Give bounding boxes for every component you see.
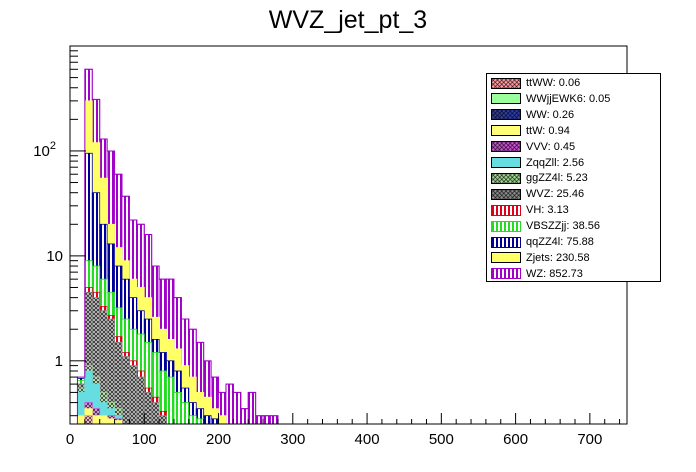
legend-entry: ggZZ4l: 5.23 <box>491 171 588 185</box>
legend-swatch <box>491 77 521 89</box>
legend-swatch <box>491 236 521 248</box>
series-ttww <box>84 415 93 425</box>
histogram-bar <box>218 415 227 425</box>
x-tick-label: 0 <box>66 431 74 448</box>
histogram-bar <box>143 392 153 425</box>
histogram-bar <box>158 415 167 425</box>
histogram-bar <box>99 415 108 425</box>
stack-outline <box>76 68 286 425</box>
legend-entry: VVV: 0.45 <box>491 140 575 154</box>
histogram-bar <box>262 415 271 425</box>
legend-swatch <box>491 172 521 184</box>
x-tick-label: 300 <box>280 431 305 448</box>
legend-swatch <box>491 93 521 105</box>
legend-label: WVZ: 25.46 <box>526 188 585 201</box>
histogram-bar <box>188 415 197 425</box>
legend-swatch <box>491 141 521 153</box>
legend-label: VVV: 0.45 <box>526 140 576 153</box>
legend: ttWW: 0.06 WWjjEWK6: 0.05 WW: 0.26 ttW: 0.9… <box>486 73 661 282</box>
legend-entry: VBSZZjj: 38.56 <box>491 219 600 233</box>
legend-label: ggZZ4l: 5.23 <box>526 172 588 185</box>
histogram-bar <box>121 356 130 425</box>
histogram-bar <box>240 408 249 425</box>
legend-label: ttWW: 0.06 <box>526 77 581 89</box>
histogram-bar <box>129 365 138 425</box>
axes: 0 100 200 300 400 500 600 700 1 10 102 <box>33 50 621 448</box>
histogram-bar <box>180 402 190 425</box>
legend-label: WZ: 852.73 <box>526 267 583 280</box>
legend-entry: ZqqZll: 2.56 <box>491 156 584 170</box>
chart-title: WVZ_jet_pt_3 <box>268 6 428 34</box>
x-tick-label: 500 <box>429 431 454 448</box>
legend-label: VH: 3.13 <box>526 204 569 217</box>
histogram-bar <box>255 415 264 425</box>
x-tick-label: 400 <box>355 431 380 448</box>
histogram-bar <box>136 376 145 425</box>
legend-label: WW: 0.26 <box>526 108 575 121</box>
histogram-bar <box>247 392 257 425</box>
legend-entry: WVZ: 25.46 <box>491 187 584 201</box>
x-tick-label: 700 <box>577 431 602 448</box>
histogram-bar <box>106 418 115 425</box>
legend-entry: WZ: 852.73 <box>491 267 583 281</box>
legend-entry: WW: 0.26 <box>491 108 574 122</box>
legend-entry: ttW: 0.94 <box>491 124 570 138</box>
x-tick-label: 100 <box>132 431 157 448</box>
legend-label: Zjets: 230.58 <box>526 251 590 264</box>
legend-entry: WWjjEWK6: 0.05 <box>491 92 610 106</box>
legend-swatch <box>491 157 521 168</box>
legend-swatch <box>491 125 521 137</box>
histogram-bar <box>84 415 93 425</box>
histogram-bar <box>114 420 123 425</box>
legend-label: ttW: 0.94 <box>526 124 570 137</box>
legend-label: ZqqZll: 2.56 <box>526 156 585 169</box>
histogram-bars <box>76 68 286 425</box>
legend-swatch <box>491 188 521 200</box>
histogram-bar <box>173 392 182 425</box>
legend-entry: ttWW: 0.06 <box>491 76 580 90</box>
legend-entry: VH: 3.13 <box>491 203 569 217</box>
histogram-bar <box>225 383 234 425</box>
histogram-bar <box>210 418 219 425</box>
legend-label: qqZZ4l: 75.88 <box>526 236 594 248</box>
y-tick-exponent: 2 <box>50 140 56 152</box>
legend-label: VBSZZjj: 38.56 <box>526 220 600 233</box>
histogram-bar <box>270 415 279 425</box>
legend-swatch <box>491 252 521 264</box>
x-tick-label: 200 <box>206 431 231 448</box>
legend-entry: qqZZ4l: 75.88 <box>491 235 594 249</box>
histogram-bar <box>77 415 86 425</box>
legend-swatch <box>491 220 521 232</box>
legend-swatch <box>491 109 521 121</box>
histogram-bar <box>232 392 242 425</box>
histogram-bar <box>195 418 205 425</box>
legend-swatch <box>491 204 521 216</box>
legend-entry: Zjets: 230.58 <box>491 251 590 265</box>
legend-label: WWjjEWK6: 0.05 <box>526 92 611 105</box>
x-tick-label: 600 <box>503 431 528 448</box>
y-tick-label: 1 <box>55 353 63 370</box>
histogram-bar <box>91 415 101 425</box>
y-tick-label: 10 <box>46 248 63 265</box>
legend-swatch <box>491 268 521 280</box>
y-tick-label: 102 <box>33 140 56 160</box>
histogram-bar <box>203 415 212 425</box>
histogram-bar <box>166 376 175 425</box>
histogram-bar <box>151 402 160 425</box>
